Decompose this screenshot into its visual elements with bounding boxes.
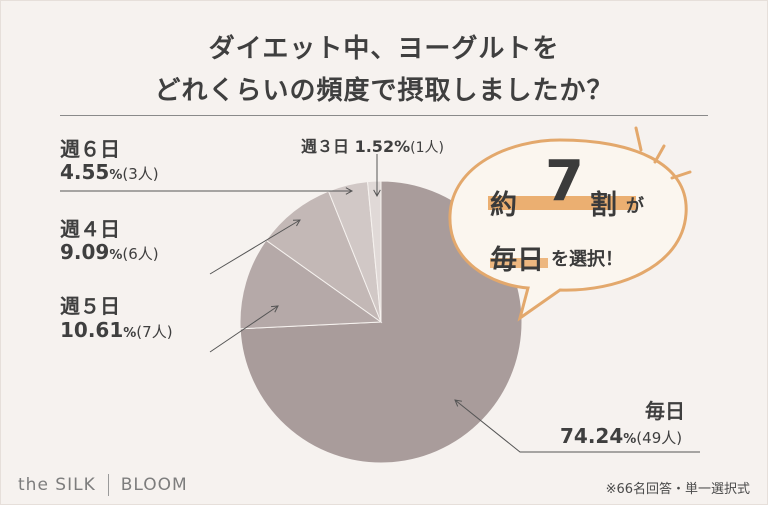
label-w6-count: (3人)	[122, 165, 159, 183]
leader-w5-arrowhead	[270, 305, 279, 313]
percent-sign: %	[394, 137, 411, 156]
callout-daily: 毎日	[490, 245, 544, 276]
logo-separator	[107, 474, 109, 496]
label-w3-count: (1人)	[410, 140, 444, 156]
label-w5-count: (7人)	[136, 323, 173, 341]
label-w6-category: 週６日	[60, 137, 120, 161]
percent-sign: %	[123, 326, 137, 341]
footnote: ※66名回答・単一選択式	[605, 482, 750, 497]
logo-right: BLOOM	[120, 475, 188, 495]
sparkle-line	[670, 170, 692, 180]
label-w5-value: 10.61%(7人)	[60, 318, 173, 342]
label-w3-category: 週３日	[301, 137, 350, 156]
leader-w5	[209, 305, 279, 353]
leader-w6-arrowhead	[345, 187, 354, 195]
chart-title-line1: ダイエット中、ヨーグルトを	[208, 34, 560, 64]
label-w4-count: (6人)	[122, 245, 159, 263]
label-w3: 週３日 1.52%(1人)	[301, 133, 444, 157]
percent-sign: %	[109, 168, 123, 183]
callout-number: 7	[545, 149, 584, 214]
callout-prefix: 約	[490, 190, 517, 221]
leader-w4	[209, 219, 301, 275]
label-w4-percent: 9.09	[60, 240, 110, 264]
label-w6-percent: 4.55	[60, 160, 110, 184]
label-daily-count: (49人)	[636, 429, 683, 447]
pie-slice-4	[367, 180, 382, 323]
brand-logo: the SILK BLOOM	[18, 474, 188, 496]
chart-title-line2: どれくらいの頻度で摂取しましたか？	[154, 76, 614, 106]
callout-suffix: 割	[590, 190, 617, 221]
logo-left: the SILK	[18, 475, 96, 495]
sparkle-line	[634, 126, 643, 152]
label-w4-category: 週４日	[60, 217, 120, 241]
sparkle-line	[653, 144, 666, 164]
callout-highlight-2	[490, 258, 548, 268]
callout-ga: が	[626, 196, 644, 217]
label-w3-percent: 1.52	[354, 137, 395, 156]
leader-w4-arrowhead	[292, 219, 301, 227]
label-w4-value: 9.09%(6人)	[60, 240, 159, 264]
label-daily-percent: 74.24	[560, 424, 624, 448]
callout-highlight	[488, 196, 636, 210]
pie-slice-2	[265, 190, 383, 324]
callout-choice: を選択！	[551, 249, 623, 270]
percent-sign: %	[109, 248, 123, 263]
label-w6-value: 4.55%(3人)	[60, 160, 159, 184]
callout-bubble	[448, 126, 692, 322]
leader-daily	[454, 399, 700, 453]
label-daily-category: 毎日	[645, 399, 685, 423]
label-w5-percent: 10.61	[60, 318, 124, 342]
label-daily-value: 74.24%(49人)	[560, 424, 682, 448]
leader-daily-arrowhead	[454, 399, 462, 407]
title-divider	[60, 115, 708, 116]
percent-sign: %	[623, 432, 637, 447]
label-w5-category: 週５日	[60, 294, 120, 318]
leader-w3-arrowhead	[373, 189, 381, 198]
